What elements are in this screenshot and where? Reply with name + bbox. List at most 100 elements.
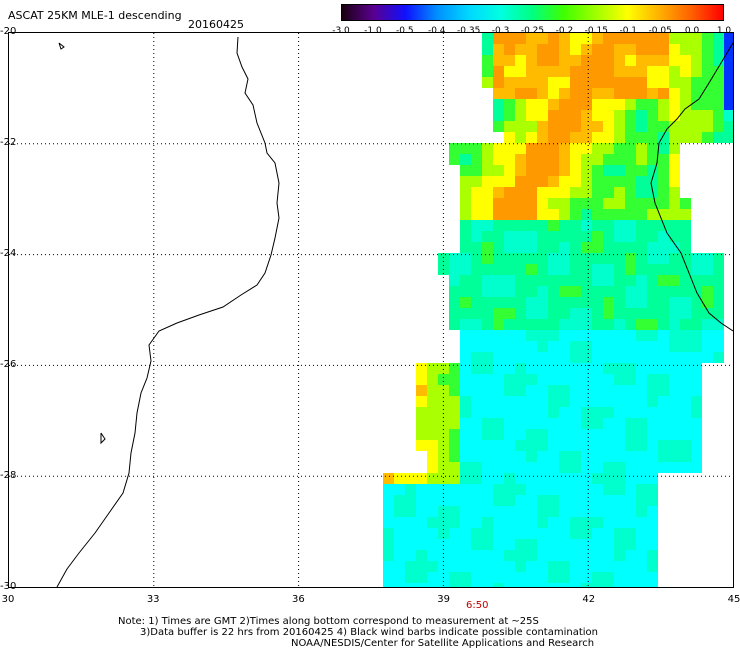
swath-cell [669, 363, 680, 374]
swath-cell [658, 319, 669, 330]
swath-cell [603, 33, 614, 44]
swath-cell [669, 77, 680, 88]
swath-cell [526, 308, 537, 319]
swath-cell [515, 550, 526, 561]
swath-cell [548, 451, 559, 462]
swath-cell [537, 418, 548, 429]
swath-cell [559, 550, 570, 561]
color-scale-tick-label: -0.5 [396, 26, 414, 36]
swath-cell [548, 66, 559, 77]
swath-cell [581, 198, 592, 209]
swath-cell [691, 330, 702, 341]
swath-cell [526, 132, 537, 143]
swath-cell [625, 528, 636, 539]
swath-cell [394, 484, 405, 495]
swath-cell [636, 418, 647, 429]
swath-cell [526, 319, 537, 330]
swath-cell [482, 561, 493, 572]
swath-cell [471, 506, 482, 517]
swath-cell [625, 330, 636, 341]
swath-cell [669, 231, 680, 242]
swath-cell [515, 121, 526, 132]
swath-cell [636, 517, 647, 528]
swath-cell [482, 352, 493, 363]
swath-cell [471, 341, 482, 352]
swath-cell [383, 473, 394, 484]
swath-cell [658, 264, 669, 275]
swath-cell [592, 506, 603, 517]
swath-cell [482, 33, 493, 44]
swath-cell [669, 176, 680, 187]
swath-cell [647, 330, 658, 341]
swath-cell [548, 385, 559, 396]
swath-cell [691, 396, 702, 407]
swath-cell [614, 231, 625, 242]
swath-cell [603, 286, 614, 297]
date-label: 20160425 [188, 18, 244, 31]
swath-cell [493, 286, 504, 297]
swath-cell [394, 495, 405, 506]
swath-cell [427, 462, 438, 473]
swath-cell [647, 121, 658, 132]
swath-cell [460, 231, 471, 242]
swath-cell [493, 319, 504, 330]
swath-cell [658, 418, 669, 429]
swath-cell [460, 198, 471, 209]
swath-cell [691, 352, 702, 363]
swath-cell [449, 561, 460, 572]
swath-cell [570, 539, 581, 550]
swath-cell [548, 330, 559, 341]
swath-cell [581, 132, 592, 143]
swath-cell [526, 121, 537, 132]
swath-cell [614, 99, 625, 110]
swath-cell [636, 44, 647, 55]
swath-cell [625, 407, 636, 418]
swath-cell [636, 121, 647, 132]
swath-cell [515, 231, 526, 242]
swath-cell [537, 99, 548, 110]
swath-cell [592, 264, 603, 275]
swath-cell [416, 396, 427, 407]
swath-cell [548, 275, 559, 286]
swath-cell [515, 198, 526, 209]
swath-cell [537, 264, 548, 275]
swath-cell [504, 396, 515, 407]
swath-cell [647, 363, 658, 374]
swath-cell [614, 198, 625, 209]
swath-cell [636, 154, 647, 165]
swath-cell [658, 99, 669, 110]
swath-cell [636, 297, 647, 308]
swath-cell [636, 539, 647, 550]
swath-cell [669, 308, 680, 319]
swath-cell [449, 374, 460, 385]
swath-cell [647, 308, 658, 319]
swath-cell [460, 352, 471, 363]
swath-cell [526, 165, 537, 176]
swath-cell [504, 220, 515, 231]
swath-cell [625, 539, 636, 550]
swath-cell [460, 440, 471, 451]
swath-cell [526, 44, 537, 55]
swath-cell [493, 55, 504, 66]
swath-cell [515, 99, 526, 110]
swath-cell [504, 528, 515, 539]
swath-cell [658, 275, 669, 286]
swath-cell [592, 363, 603, 374]
swath-cell [504, 385, 515, 396]
swath-cell [416, 539, 427, 550]
swath-cell [625, 165, 636, 176]
swath-cell [658, 187, 669, 198]
swath-cell [669, 319, 680, 330]
swath-cell [636, 352, 647, 363]
swath-cell [614, 572, 625, 583]
swath-cell [460, 473, 471, 484]
swath-cell [680, 220, 691, 231]
swath-cell [504, 363, 515, 374]
swath-cell [702, 55, 713, 66]
map-frame [8, 32, 735, 594]
swath-cell [647, 66, 658, 77]
swath-cell [493, 198, 504, 209]
longitude-tick-label: 30 [1, 594, 15, 605]
swath-cell [416, 429, 427, 440]
swath-cell [482, 187, 493, 198]
